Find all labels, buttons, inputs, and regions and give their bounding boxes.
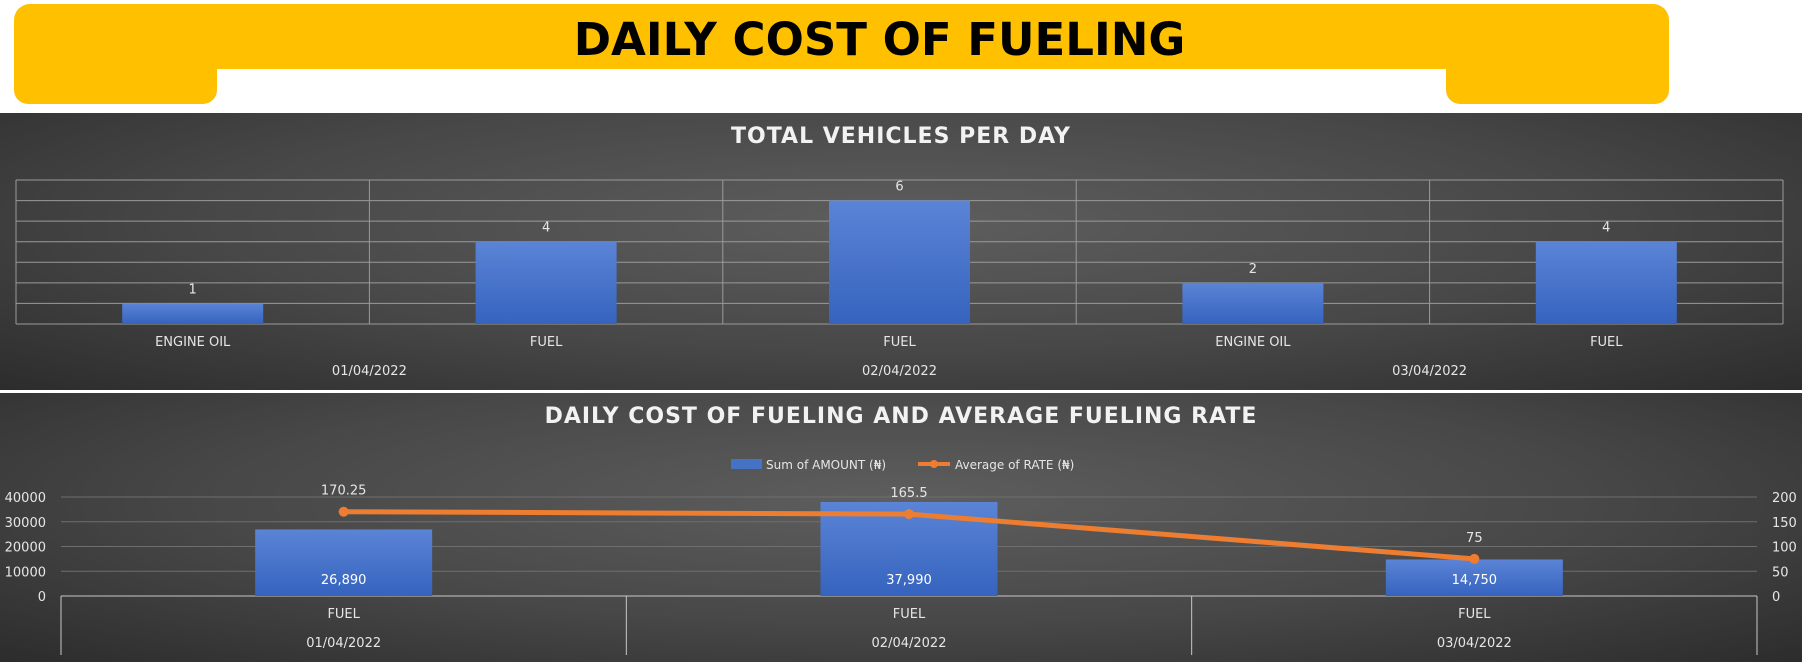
right-axis-tick: 50 (1772, 565, 1789, 580)
category-label: FUEL (1458, 607, 1491, 622)
category-label: FUEL (327, 607, 360, 622)
rate-point (338, 506, 349, 517)
cost-bar-label: 14,750 (1452, 573, 1498, 588)
left-axis-tick: 30000 (5, 516, 46, 531)
bar-data-label: 4 (1602, 221, 1610, 236)
chart-title: DAILY COST OF FUELING AND AVERAGE FUELIN… (545, 404, 1258, 429)
vehicles-chart: TOTAL VEHICLES PER DAY 1 ENGINE OIL 4 FUEL 6 F… (15, 124, 1784, 379)
right-axis-tick: 100 (1772, 541, 1797, 556)
category-label: FUEL (530, 335, 563, 350)
left-axis-tick: 0 (38, 590, 46, 605)
date-group-label: 02/04/2022 (862, 364, 937, 379)
date-label: 01/04/2022 (306, 636, 381, 651)
left-axis-tick: 40000 (5, 491, 46, 506)
category-label: FUEL (1590, 335, 1623, 350)
category-label: FUEL (883, 335, 916, 350)
right-axis-tick: 150 (1772, 516, 1797, 531)
bar (1182, 282, 1324, 324)
chart-title: TOTAL VEHICLES PER DAY (731, 124, 1071, 149)
bar (829, 200, 970, 324)
vehicles-chart-panel: TOTAL VEHICLES PER DAY 1 ENGINE OIL 4 FUEL 6 F… (0, 113, 1802, 390)
date-label: 03/04/2022 (1437, 636, 1512, 651)
left-axis-tick: 10000 (5, 565, 46, 580)
rate-data-label: 165.5 (890, 486, 927, 501)
legend-line-marker (930, 460, 938, 468)
legend-bar-swatch (731, 459, 762, 469)
category-label: ENGINE OIL (155, 335, 231, 350)
category-label: FUEL (893, 607, 926, 622)
title-banner-tab-left (14, 64, 217, 104)
bar-data-label: 4 (542, 221, 550, 236)
date-group-label: 03/04/2022 (1392, 364, 1467, 379)
date-label: 02/04/2022 (872, 636, 947, 651)
legend-label: Sum of AMOUNT (₦) (766, 458, 886, 472)
date-group-label: 01/04/2022 (332, 364, 407, 379)
title-banner: DAILY COST OF FUELING (14, 4, 1669, 104)
title-banner-band (14, 4, 1669, 69)
bar-data-label: 1 (189, 282, 197, 297)
cost-bar-label: 26,890 (321, 573, 367, 588)
rate-point (904, 509, 914, 520)
category-label: ENGINE OIL (1215, 335, 1291, 350)
rate-data-label: 170.25 (321, 484, 367, 499)
left-axis-tick: 20000 (5, 541, 46, 556)
cost-chart-panel: DAILY COST OF FUELING AND AVERAGE FUELIN… (0, 393, 1802, 662)
bar (1535, 241, 1677, 324)
cost-bar-label: 37,990 (886, 573, 932, 588)
right-axis-tick: 0 (1772, 590, 1780, 605)
bar-data-label: 2 (1249, 262, 1257, 277)
rate-data-label: 75 (1466, 531, 1483, 546)
bar (475, 241, 617, 324)
legend-label: Average of RATE (₦) (955, 458, 1074, 472)
bar (122, 303, 264, 324)
rate-point (1469, 553, 1480, 564)
cost-bar (1385, 559, 1563, 596)
cost-bar (255, 529, 433, 596)
cost-rate-chart: DAILY COST OF FUELING AND AVERAGE FUELIN… (5, 404, 1797, 655)
bar-data-label: 6 (895, 180, 903, 195)
right-axis-tick: 200 (1772, 491, 1797, 506)
page-title: DAILY COST OF FUELING (573, 13, 1186, 66)
title-banner-tab-right (1446, 64, 1669, 104)
